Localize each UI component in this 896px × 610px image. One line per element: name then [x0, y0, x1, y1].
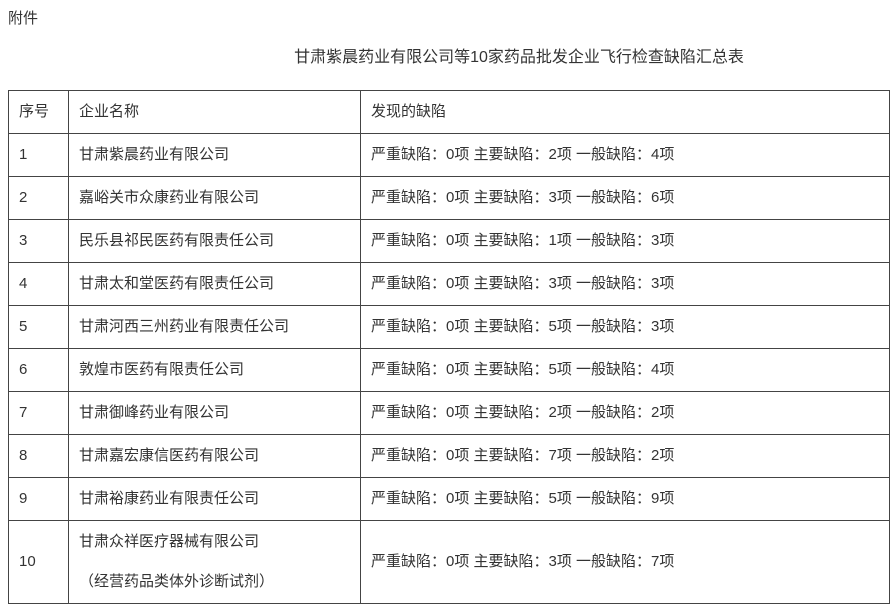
- header-defects-found: 发现的缺陷: [360, 90, 890, 134]
- cell-serial-number: 10: [8, 520, 69, 604]
- cell-defects-found: 严重缺陷：0项 主要缺陷：3项 一般缺陷：6项: [360, 176, 890, 220]
- cell-serial-number: 7: [8, 391, 69, 435]
- company-name-text: 甘肃紫晨药业有限公司: [79, 146, 230, 163]
- cell-company-name: 甘肃御峰药业有限公司: [68, 391, 361, 435]
- page-title: 甘肃紫晨药业有限公司等10家药品批发企业飞行检查缺陷汇总表: [294, 49, 744, 66]
- table-row: 3 民乐县祁民医药有限责任公司 严重缺陷：0项 主要缺陷：1项 一般缺陷：3项: [8, 219, 890, 263]
- table-row: 10 甘肃众祥医疗器械有限公司 （经营药品类体外诊断试剂） 严重缺陷：0项 主要…: [8, 520, 890, 604]
- table-header-row: 序号 企业名称 发现的缺陷: [8, 90, 890, 134]
- company-name-text: 甘肃御峰药业有限公司: [79, 404, 230, 421]
- defect-summary-table: 序号 企业名称 发现的缺陷 1 甘肃紫晨药业有限公司 严重缺陷：0项 主要缺陷：…: [8, 90, 890, 604]
- company-name-text: 甘肃太和堂医药有限责任公司: [79, 275, 275, 292]
- cell-defects-found: 严重缺陷：0项 主要缺陷：5项 一般缺陷：4项: [360, 348, 890, 392]
- cell-defects-found: 严重缺陷：0项 主要缺陷：3项 一般缺陷：3项: [360, 262, 890, 306]
- cell-serial-number: 2: [8, 176, 69, 220]
- header-company-name: 企业名称: [68, 90, 361, 134]
- cell-company-name: 敦煌市医药有限责任公司: [68, 348, 361, 392]
- company-note-text: （经营药品类体外诊断试剂）: [79, 573, 275, 590]
- cell-defects-found: 严重缺陷：0项 主要缺陷：5项 一般缺陷：3项: [360, 305, 890, 349]
- table-row: 7 甘肃御峰药业有限公司 严重缺陷：0项 主要缺陷：2项 一般缺陷：2项: [8, 391, 890, 435]
- cell-company-name: 甘肃紫晨药业有限公司: [68, 133, 361, 177]
- cell-company-name: 甘肃众祥医疗器械有限公司 （经营药品类体外诊断试剂）: [68, 520, 361, 604]
- table-row: 9 甘肃裕康药业有限责任公司 严重缺陷：0项 主要缺陷：5项 一般缺陷：9项: [8, 477, 890, 521]
- table-row: 5 甘肃河西三州药业有限责任公司 严重缺陷：0项 主要缺陷：5项 一般缺陷：3项: [8, 305, 890, 349]
- table-row: 2 嘉峪关市众康药业有限公司 严重缺陷：0项 主要缺陷：3项 一般缺陷：6项: [8, 176, 890, 220]
- cell-company-name: 甘肃河西三州药业有限责任公司: [68, 305, 361, 349]
- cell-serial-number: 8: [8, 434, 69, 478]
- company-name-text: 民乐县祁民医药有限责任公司: [79, 232, 275, 249]
- cell-serial-number: 5: [8, 305, 69, 349]
- cell-serial-number: 6: [8, 348, 69, 392]
- cell-company-name: 甘肃太和堂医药有限责任公司: [68, 262, 361, 306]
- cell-serial-number: 9: [8, 477, 69, 521]
- cell-defects-found: 严重缺陷：0项 主要缺陷：7项 一般缺陷：2项: [360, 434, 890, 478]
- cell-defects-found: 严重缺陷：0项 主要缺陷：1项 一般缺陷：3项: [360, 219, 890, 263]
- company-name-text: 敦煌市医药有限责任公司: [79, 361, 245, 378]
- cell-company-name: 民乐县祁民医药有限责任公司: [68, 219, 361, 263]
- company-name-text: 嘉峪关市众康药业有限公司: [79, 189, 260, 206]
- cell-serial-number: 3: [8, 219, 69, 263]
- cell-defects-found: 严重缺陷：0项 主要缺陷：5项 一般缺陷：9项: [360, 477, 890, 521]
- company-name-text: 甘肃河西三州药业有限责任公司: [79, 318, 290, 335]
- table-row: 1 甘肃紫晨药业有限公司 严重缺陷：0项 主要缺陷：2项 一般缺陷：4项: [8, 133, 890, 177]
- header-serial-number: 序号: [8, 90, 69, 134]
- company-name-text: 甘肃裕康药业有限责任公司: [79, 490, 260, 507]
- table-body: 1 甘肃紫晨药业有限公司 严重缺陷：0项 主要缺陷：2项 一般缺陷：4项 2 嘉…: [8, 133, 890, 604]
- attachment-label: 附件: [8, 10, 39, 27]
- cell-company-name: 甘肃裕康药业有限责任公司: [68, 477, 361, 521]
- company-name-text: 甘肃嘉宏康信医药有限公司: [79, 447, 260, 464]
- table-row: 4 甘肃太和堂医药有限责任公司 严重缺陷：0项 主要缺陷：3项 一般缺陷：3项: [8, 262, 890, 306]
- cell-defects-found: 严重缺陷：0项 主要缺陷：2项 一般缺陷：4项: [360, 133, 890, 177]
- cell-company-name: 嘉峪关市众康药业有限公司: [68, 176, 361, 220]
- cell-company-name: 甘肃嘉宏康信医药有限公司: [68, 434, 361, 478]
- cell-serial-number: 4: [8, 262, 69, 306]
- table-row: 6 敦煌市医药有限责任公司 严重缺陷：0项 主要缺陷：5项 一般缺陷：4项: [8, 348, 890, 392]
- cell-defects-found: 严重缺陷：0项 主要缺陷：2项 一般缺陷：2项: [360, 391, 890, 435]
- cell-serial-number: 1: [8, 133, 69, 177]
- table-row: 8 甘肃嘉宏康信医药有限公司 严重缺陷：0项 主要缺陷：7项 一般缺陷：2项: [8, 434, 890, 478]
- company-name-text: 甘肃众祥医疗器械有限公司: [79, 533, 260, 550]
- cell-defects-found: 严重缺陷：0项 主要缺陷：3项 一般缺陷：7项: [360, 520, 890, 604]
